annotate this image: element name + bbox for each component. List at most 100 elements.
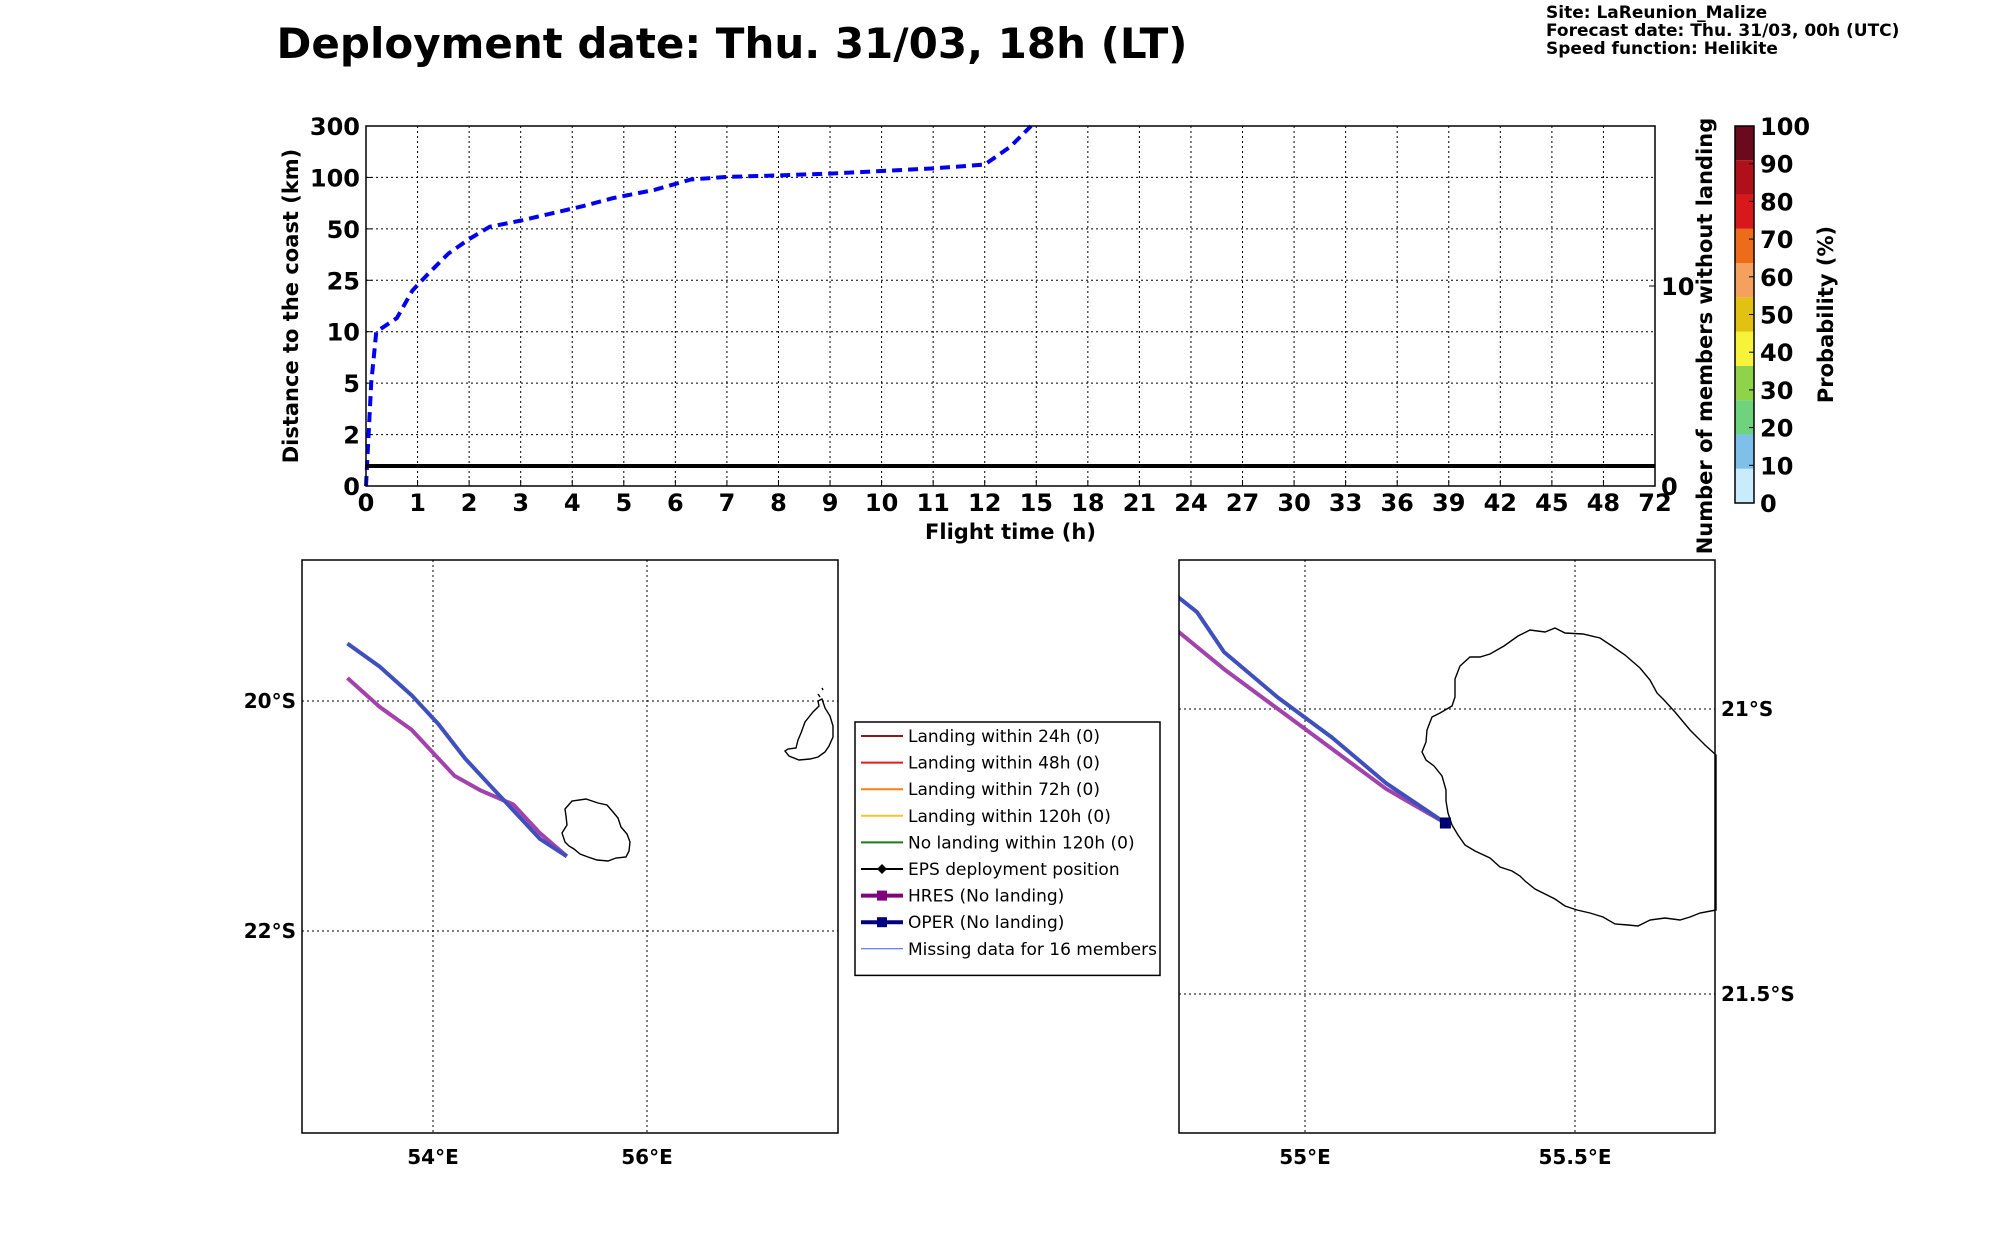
map-frame	[301, 559, 839, 1134]
colorbar-cell	[1735, 468, 1754, 503]
colorbar-tick-label: 0	[1760, 490, 1777, 518]
coastline	[1421, 627, 1717, 927]
y-tick-label: 10	[327, 319, 360, 347]
y-tick-label: 100	[310, 164, 360, 192]
legend-frame	[854, 721, 1161, 977]
x-tick-label: 33	[1329, 489, 1362, 517]
colorbar-tick-label: 100	[1760, 113, 1810, 141]
x-tick-label: 11	[916, 489, 949, 517]
x-tick-label: 48	[1587, 489, 1620, 517]
x-tick-label: 5	[615, 489, 632, 517]
y-tick-label: 50	[327, 216, 360, 244]
x-tick-label: 7	[719, 489, 736, 517]
legend-label: OPER (No landing)	[908, 913, 1064, 933]
map-overview: 54°E 56°E 20°S 22°S	[244, 559, 839, 1169]
colorbar-cell	[1735, 297, 1754, 332]
y-tick-label: 5	[343, 370, 360, 398]
y-tick-label: 0	[343, 473, 360, 501]
distance-series-line	[364, 124, 1033, 487]
latitude-label: 22°S	[244, 919, 296, 943]
legend-label: EPS deployment position	[908, 860, 1120, 880]
colorbar-cell	[1735, 400, 1754, 435]
colorbar-tick-label: 80	[1760, 188, 1793, 216]
legend-label: Landing within 48h (0)	[908, 754, 1100, 774]
legend-label: Landing within 24h (0)	[908, 727, 1100, 747]
page-title: Deployment date: Thu. 31/03, 18h (LT)	[277, 19, 1188, 68]
colorbar-tick-label: 30	[1760, 377, 1793, 405]
forecast-label: Forecast date: Thu. 31/03, 00h (UTC)	[1546, 21, 1899, 41]
colorbar-title: Probability (%)	[1814, 226, 1838, 403]
x-axis-title: Flight time (h)	[925, 520, 1096, 544]
latitude-label: 20°S	[244, 689, 296, 713]
legend-marker	[877, 917, 887, 928]
y-tick-label: 25	[327, 267, 360, 295]
x-tick-label: 2	[461, 489, 478, 517]
x-tick-label: 9	[822, 489, 839, 517]
x-tick-label: 4	[564, 489, 581, 517]
y-axis-title: Distance to the coast (km)	[279, 149, 303, 464]
x-tick-label: 30	[1277, 489, 1310, 517]
latitude-label: 21°S	[1721, 697, 1773, 721]
legend-item: Landing within 24h (0)	[861, 727, 1100, 747]
legend-marker	[877, 890, 887, 901]
latitude-label: 21.5°S	[1721, 982, 1795, 1006]
legend-label: HRES (No landing)	[908, 887, 1064, 907]
plot-frame	[365, 125, 1656, 487]
trajectories	[1179, 595, 1447, 825]
colorbar-tick-label: 50	[1760, 302, 1793, 330]
map-zoom: 55°E 55.5°E 21°S 21.5°S	[1178, 559, 1795, 1169]
colorbar-tick-label: 60	[1760, 264, 1793, 292]
x-tick-label: 1	[409, 489, 426, 517]
legend-item: Missing data for 16 members	[861, 940, 1157, 960]
legend-item: No landing within 120h (0)	[861, 833, 1135, 853]
longitude-label: 54°E	[407, 1145, 459, 1169]
map-frame	[1178, 559, 1716, 1134]
x-tick-label: 24	[1174, 489, 1207, 517]
deployment-marker	[1439, 817, 1451, 829]
x-tick-label: 12	[968, 489, 1001, 517]
legend-item: Landing within 120h (0)	[861, 807, 1111, 827]
colorbar-tick-label: 10	[1760, 452, 1793, 480]
legend-label: Landing within 120h (0)	[908, 807, 1111, 827]
x-tick-label: 18	[1071, 489, 1104, 517]
x-tick-label: 15	[1020, 489, 1053, 517]
legend-label: Landing within 72h (0)	[908, 780, 1100, 800]
colorbar-cell	[1735, 160, 1754, 195]
colorbar-cell	[1735, 365, 1754, 401]
colorbar-tick-label: 90	[1760, 151, 1793, 179]
longitude-label: 55°E	[1279, 1145, 1331, 1169]
x-tick-label: 39	[1432, 489, 1465, 517]
legend-item: HRES (No landing)	[861, 887, 1064, 907]
colorbar-cell	[1735, 126, 1754, 161]
speed-function-label: Speed function: Helikite	[1546, 39, 1778, 59]
y-right-axis-title: Number of members without landing	[1693, 118, 1717, 555]
legend-label: No landing within 120h (0)	[908, 833, 1135, 853]
distance-time-chart: 0 1 2 3 4 5 6 7 8 9 10 11 12 15 18 21 24 27 30 33 36 39 42 45 48…	[279, 113, 1717, 554]
x-tick-label: 6	[667, 489, 684, 517]
coastline	[561, 798, 631, 862]
legend: Landing within 24h (0) Landing within 48h…	[854, 721, 1161, 977]
legend-marker	[877, 864, 887, 874]
x-tick-label: 10	[865, 489, 898, 517]
x-tick-label: 36	[1380, 489, 1413, 517]
x-tick-label: 0	[358, 489, 375, 517]
site-label: Site: LaReunion_Malize	[1546, 3, 1767, 23]
longitude-label: 55.5°E	[1538, 1145, 1611, 1169]
legend-item: Landing within 48h (0)	[861, 754, 1100, 774]
colorbar-tick-label: 70	[1760, 226, 1793, 254]
y-right-tick-label: 0	[1661, 473, 1678, 501]
trajectory-hres	[1179, 629, 1447, 825]
legend-label: Missing data for 16 members	[908, 940, 1157, 960]
x-tick-label: 45	[1535, 489, 1568, 517]
x-tick-label: 21	[1123, 489, 1156, 517]
colorbar-tick-label: 20	[1760, 415, 1793, 443]
x-tick-label: 8	[770, 489, 787, 517]
colorbar-cell	[1735, 228, 1754, 264]
y-tick-label: 300	[310, 113, 360, 141]
colorbar-tick-label: 40	[1760, 339, 1793, 367]
x-tick-label: 72	[1638, 489, 1671, 517]
probability-colorbar: 0 10 20 30 40 50 60 70 80 90 100 Probability (%)	[1734, 113, 1838, 518]
x-tick-label: 3	[512, 489, 529, 517]
colorbar-cell	[1735, 194, 1754, 229]
